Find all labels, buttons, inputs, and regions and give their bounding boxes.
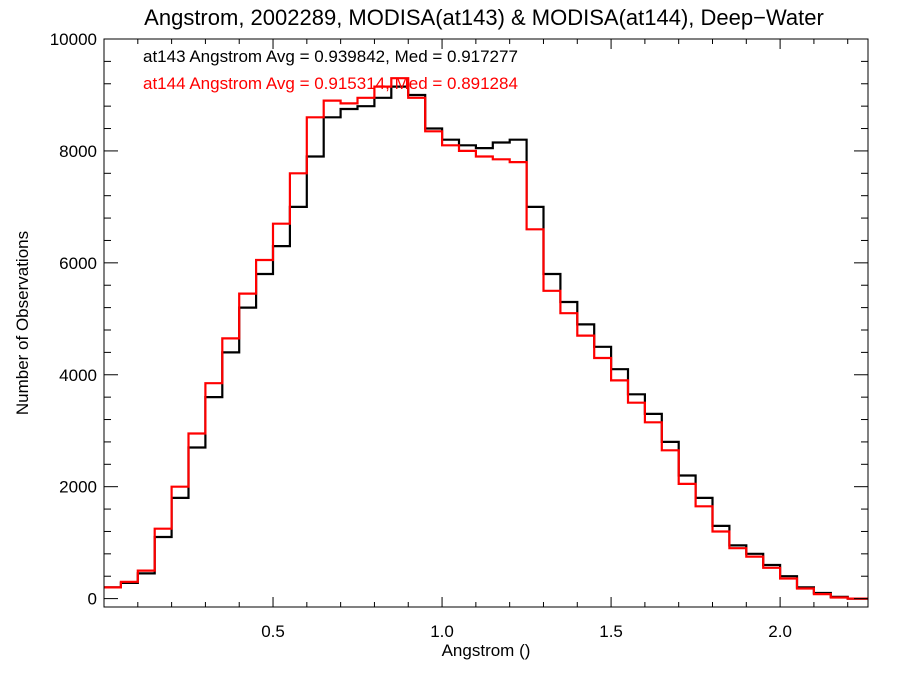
y-tick-label: 2000 (59, 478, 97, 497)
annotation-at144: at144 Angstrom Avg = 0.915314, Med = 0.8… (143, 74, 518, 93)
annotation-at143: at143 Angstrom Avg = 0.939842, Med = 0.9… (143, 47, 518, 66)
x-tick-label: 0.5 (261, 622, 285, 641)
axis-ticks (104, 38, 868, 607)
x-tick-label: 1.5 (599, 622, 623, 641)
y-tick-label: 4000 (59, 366, 97, 385)
x-axis-label: Angstrom () (442, 641, 531, 660)
y-tick-label: 6000 (59, 254, 97, 273)
series-1-line (104, 77, 868, 600)
x-tick-labels: 0.5 1.0 1.5 2.0 (261, 622, 792, 641)
y-tick-labels: 0 2000 4000 6000 8000 10000 (50, 30, 97, 609)
plot-area (104, 77, 868, 600)
x-tick-label: 2.0 (768, 622, 792, 641)
y-axis-label: Number of Observations (13, 231, 32, 415)
series-0-line (104, 85, 868, 600)
x-tick-label: 1.0 (430, 622, 454, 641)
y-tick-label: 8000 (59, 142, 97, 161)
chart-title: Angstrom, 2002289, MODISA(at143) & MODIS… (144, 5, 824, 30)
y-tick-label: 0 (88, 590, 97, 609)
y-tick-label: 10000 (50, 30, 97, 49)
plot-frame (103, 38, 869, 608)
legend-annotations: at143 Angstrom Avg = 0.939842, Med = 0.9… (143, 47, 518, 93)
